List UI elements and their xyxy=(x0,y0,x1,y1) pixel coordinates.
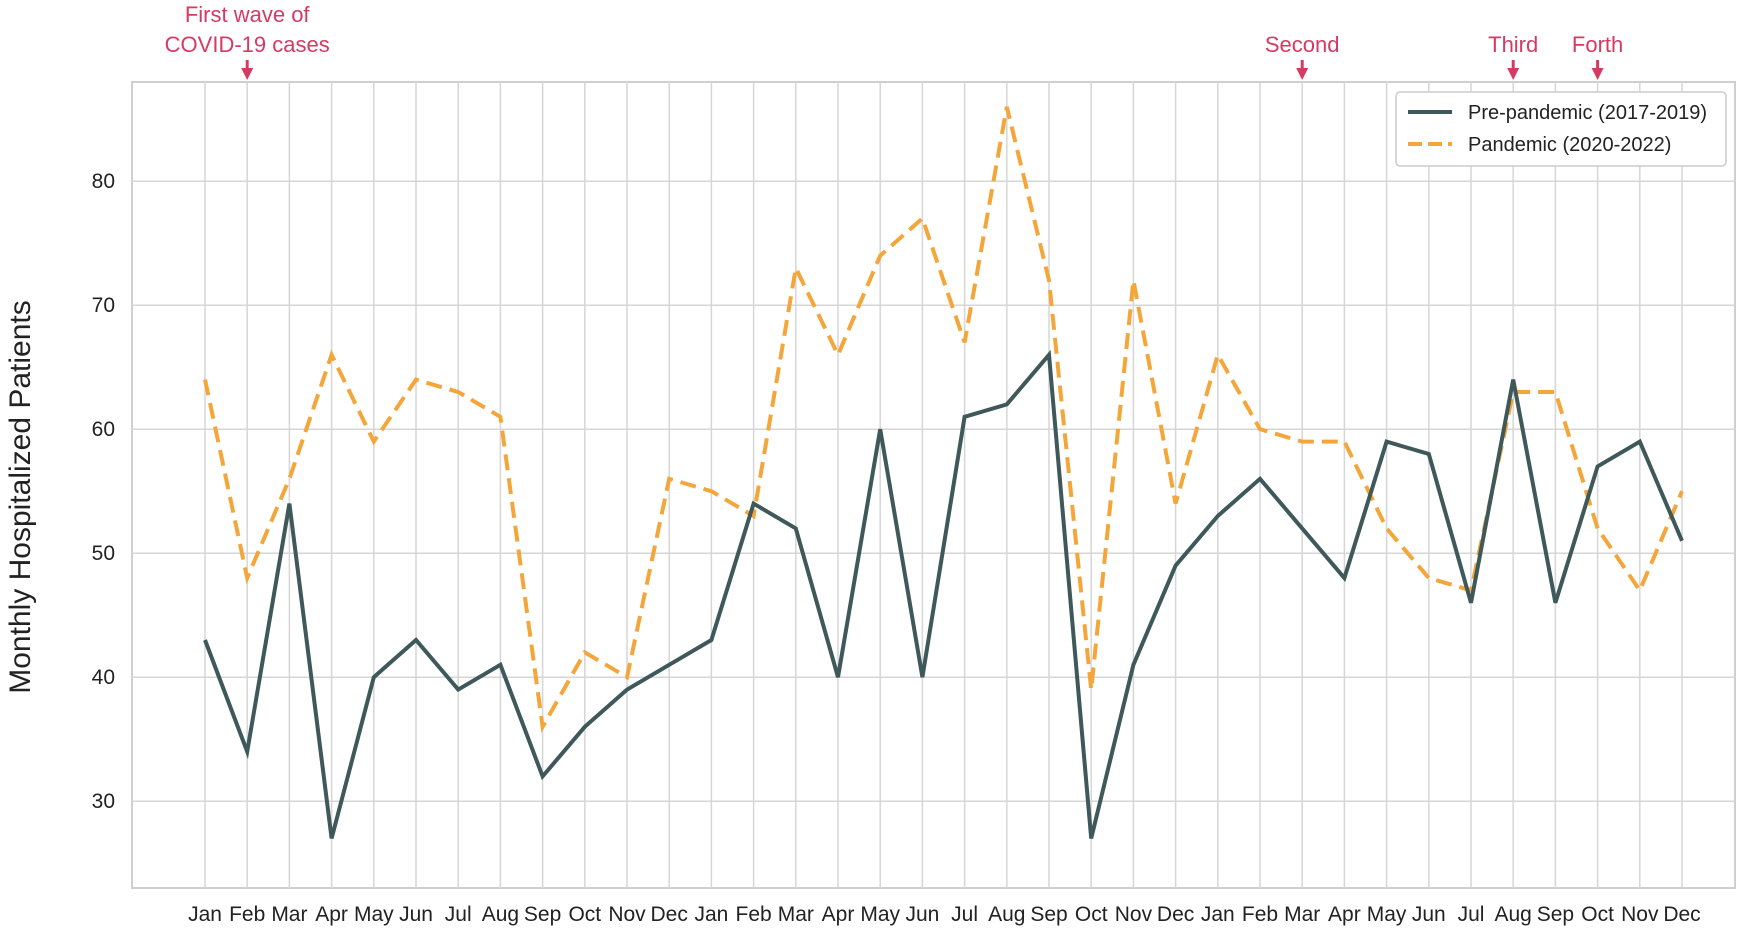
wave-annotation: First wave of COVID-19 cases xyxy=(165,2,330,80)
x-tick-label: Jul xyxy=(951,903,978,926)
x-tick-label: Sep xyxy=(524,903,561,926)
x-tick-label: Oct xyxy=(568,903,601,926)
x-tick-label: Dec xyxy=(1157,903,1194,926)
x-tick-label: Aug xyxy=(988,903,1025,926)
series-line xyxy=(203,106,1684,733)
x-tick-label: Jun xyxy=(905,903,939,926)
y-axis-label: Monthly Hospitalized Patients xyxy=(4,300,37,694)
x-tick-label: Dec xyxy=(1663,903,1700,926)
y-tick-label: 60 xyxy=(92,418,115,441)
x-tick-label: May xyxy=(860,903,900,926)
x-tick-label: Sep xyxy=(1537,903,1574,926)
legend-label: Pandemic (2020-2022) xyxy=(1468,134,1671,156)
x-tick-label: Apr xyxy=(1328,903,1361,926)
x-tick-label: May xyxy=(1367,903,1407,926)
annotation-arrow-head xyxy=(1296,68,1309,80)
x-tick-label: Aug xyxy=(482,903,519,926)
series-line xyxy=(203,349,1684,839)
y-tick-label: 40 xyxy=(92,666,115,689)
y-tick-label: 70 xyxy=(92,294,115,317)
wave-annotation: Forth xyxy=(1572,32,1623,80)
grid xyxy=(132,82,1735,888)
plot-frame xyxy=(131,81,1736,889)
plot-area: Pre-pandemic (2017-2019) Pandemic (2020-2… xyxy=(131,81,1736,889)
x-tick-label: Jul xyxy=(1458,903,1485,926)
x-tick-label: Oct xyxy=(1075,903,1108,926)
x-tick-label: Aug xyxy=(1495,903,1532,926)
x-tick-label: Mar xyxy=(271,903,307,926)
x-tick-label: Nov xyxy=(608,903,646,926)
x-tick-label: Jun xyxy=(1412,903,1446,926)
annotation-label: COVID-19 cases xyxy=(165,32,330,57)
annotation-label: Second xyxy=(1265,32,1340,57)
x-tick-label: Feb xyxy=(229,903,265,926)
x-tick-label: Mar xyxy=(1284,903,1320,926)
wave-annotations: First wave of COVID-19 cases Second Third Fo… xyxy=(165,2,1623,80)
legend-box xyxy=(1395,91,1727,167)
wave-annotation: Third xyxy=(1488,32,1538,80)
y-tick-label: 50 xyxy=(92,542,115,565)
annotation-arrow-head xyxy=(1507,68,1520,80)
series-lines xyxy=(203,106,1684,839)
x-tick-label: Feb xyxy=(736,903,772,926)
x-tick-label: Jan xyxy=(188,903,222,926)
annotation-label: Forth xyxy=(1572,32,1623,57)
annotation-label: First wave of xyxy=(185,2,311,27)
x-tick-label: Nov xyxy=(1115,903,1153,926)
annotation-label: Third xyxy=(1488,32,1538,57)
x-tick-label: Jun xyxy=(399,903,433,926)
x-tick-label: Jan xyxy=(694,903,728,926)
x-axis-ticks: Jan Feb Mar Apr May Jun Jul Aug Sep Oct Nov Dec Jan F… xyxy=(188,903,1701,926)
y-axis-ticks: 30 40 50 60 70 80 xyxy=(92,170,115,813)
x-tick-label: Apr xyxy=(315,903,348,926)
x-tick-label: Jul xyxy=(445,903,472,926)
x-tick-label: Feb xyxy=(1242,903,1278,926)
y-tick-label: 30 xyxy=(92,790,115,813)
wave-annotation: Second xyxy=(1265,32,1340,80)
legend-label: Pre-pandemic (2017-2019) xyxy=(1468,102,1707,124)
legend: Pre-pandemic (2017-2019) Pandemic (2020-2… xyxy=(1395,91,1727,167)
x-tick-label: Sep xyxy=(1030,903,1067,926)
y-tick-label: 80 xyxy=(92,170,115,193)
annotation-arrow-head xyxy=(1591,68,1604,80)
annotation-arrow-head xyxy=(241,68,254,80)
x-tick-label: Jan xyxy=(1201,903,1235,926)
x-tick-label: Oct xyxy=(1581,903,1614,926)
x-tick-label: Apr xyxy=(822,903,855,926)
x-tick-label: Nov xyxy=(1621,903,1659,926)
x-tick-label: May xyxy=(354,903,394,926)
x-tick-label: Mar xyxy=(778,903,814,926)
x-tick-label: Dec xyxy=(651,903,688,926)
